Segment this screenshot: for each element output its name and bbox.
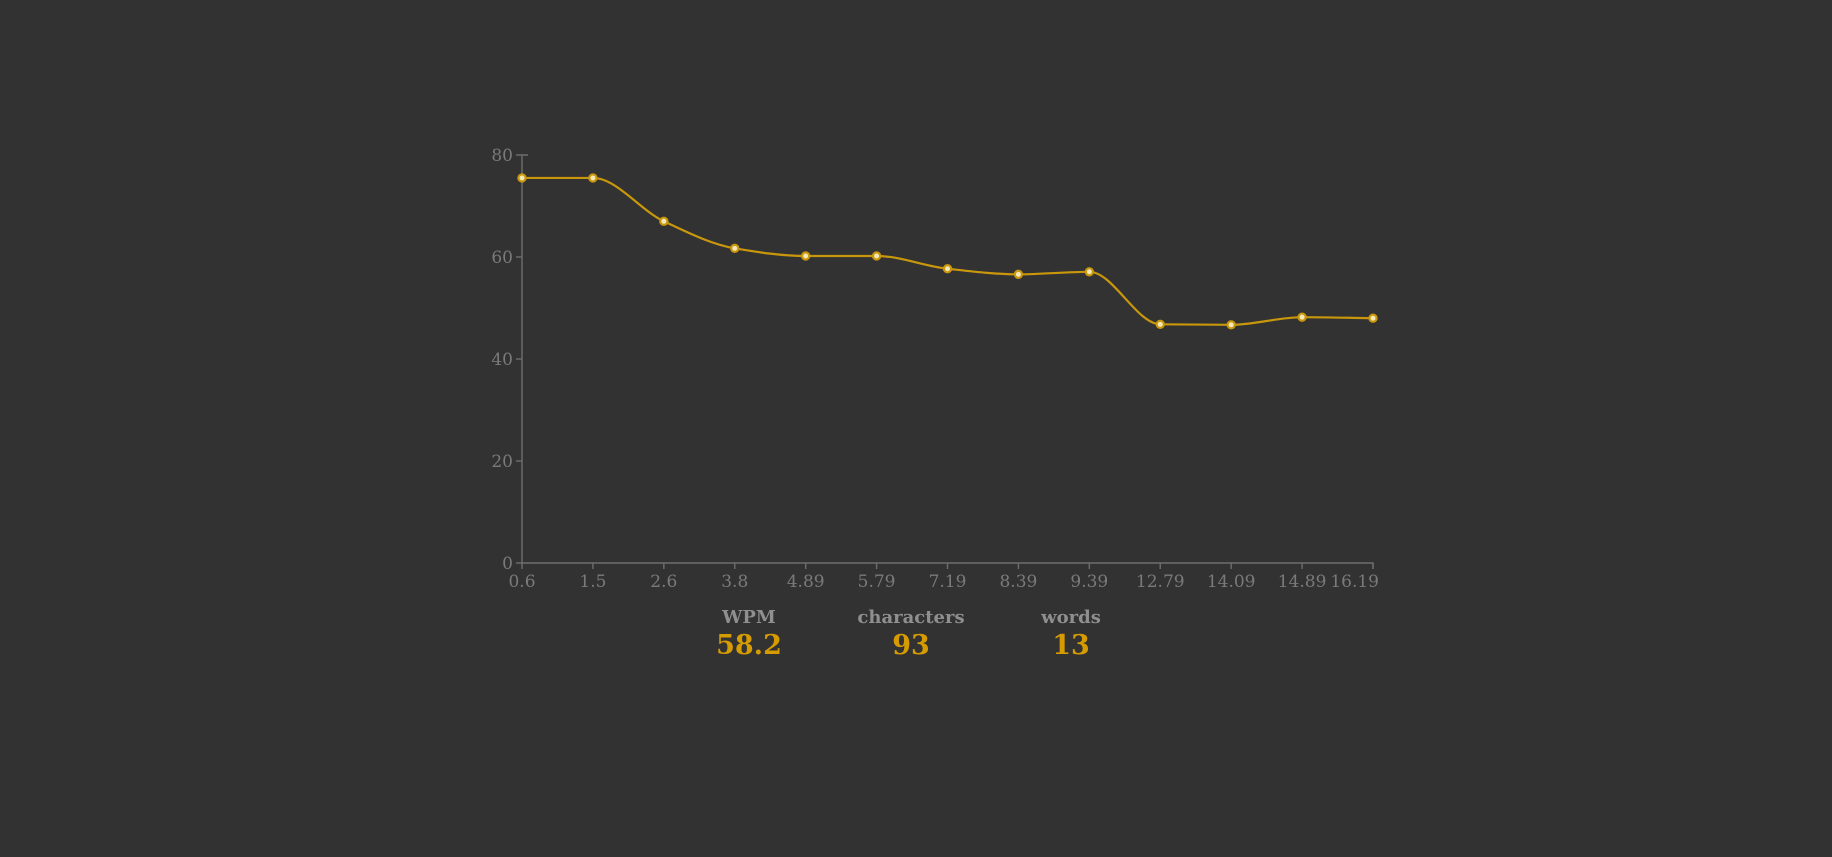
data-point [588,173,598,183]
characters-label: characters [857,607,965,628]
x-tick-label: 4.89 [787,572,825,592]
data-point [1084,267,1095,277]
characters-stat: characters 93 [831,606,991,662]
y-tick-label: 80 [491,146,513,166]
x-tick-label: 9.39 [1070,572,1108,592]
x-tick-label: 14.89 [1278,572,1327,592]
y-tick-label: 0 [502,554,513,574]
x-tick-label: 0.6 [508,572,535,592]
data-point [517,173,527,183]
data-point [942,264,953,274]
words-stat: words 13 [991,606,1151,662]
x-tick-label: 12.79 [1136,572,1185,592]
data-point [730,243,740,254]
y-tick-label: 20 [491,452,513,472]
y-tick-label: 40 [491,350,513,370]
data-point [1013,269,1024,280]
x-tick-label: 5.79 [858,572,896,592]
data-point [1297,312,1307,322]
x-tick-label: 7.19 [929,572,967,592]
x-tick-label: 1.5 [579,572,606,592]
x-tick-label: 16.19 [1330,572,1379,592]
wpm-label: WPM [722,607,776,628]
words-label: words [1041,607,1101,628]
wpm-series [517,173,1378,330]
wpm-series-line [521,176,1374,326]
data-point [871,251,882,261]
words-value: 13 [1052,630,1090,661]
x-tick-label: 14.09 [1207,572,1256,592]
data-point [659,216,669,226]
y-axis-line [521,154,528,563]
y-axis: 0 20 40 60 80 [491,146,528,574]
x-tick-label: 3.8 [721,572,748,592]
wpm-stat: WPM 58.2 [669,606,829,662]
y-tick-label: 60 [491,248,513,268]
data-point [1368,313,1378,323]
data-point [800,251,811,261]
stats-summary: WPM 58.2 characters 93 words 13 [0,606,1832,666]
data-point [1155,319,1165,330]
x-tick-label: 8.39 [999,572,1037,592]
x-axis: 0.6 1.5 2.6 3.8 4.89 5.79 7.19 8.39 9.39 12.79 14.… [508,562,1379,592]
characters-value: 93 [892,630,930,661]
wpm-value: 58.2 [716,630,782,661]
data-point [1226,320,1236,330]
x-tick-label: 2.6 [650,572,677,592]
